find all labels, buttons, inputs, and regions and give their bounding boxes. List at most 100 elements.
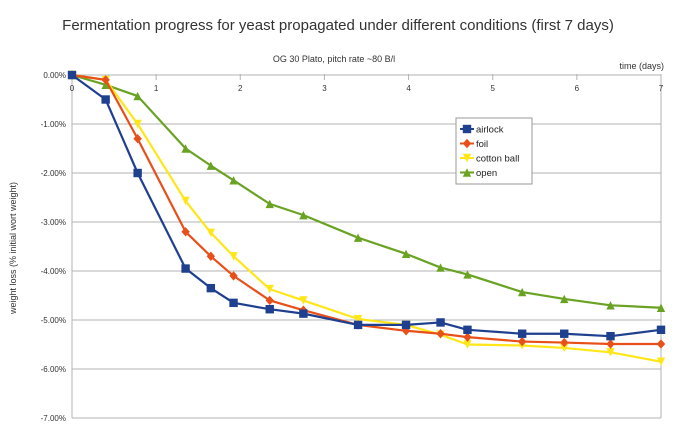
data-point xyxy=(101,80,110,89)
data-point xyxy=(606,331,615,341)
data-point xyxy=(353,320,363,330)
data-point xyxy=(606,301,615,310)
data-point xyxy=(229,252,238,261)
series-line xyxy=(71,73,661,346)
data-point xyxy=(229,271,238,281)
y-tick-label: 0.00% xyxy=(43,71,66,80)
x-tick-label: 2 xyxy=(238,84,243,93)
y-tick-labels: 0.00% -1.00% -2.00% -3.00% -4.00% -5.00% -6.00… xyxy=(41,71,66,423)
series-line xyxy=(71,74,662,338)
data-point xyxy=(560,343,569,353)
data-point xyxy=(463,270,472,279)
legend-marker xyxy=(462,138,472,149)
y-tick-label: -3.00% xyxy=(41,218,66,227)
data-point xyxy=(265,199,274,209)
data-point xyxy=(181,196,190,206)
data-point xyxy=(229,298,238,308)
data-point xyxy=(101,75,110,85)
data-point xyxy=(133,119,142,129)
x-tick-label: 7 xyxy=(659,84,664,93)
legend-item: airlock xyxy=(460,125,504,136)
data-point xyxy=(517,287,527,297)
data-point xyxy=(463,340,472,349)
x-axis-label: time (days) xyxy=(619,61,664,71)
series-cotton-ball xyxy=(67,70,666,366)
chart-subtitle: OG 30 Plato, pitch rate ~80 B/l xyxy=(273,54,395,64)
legend-marker xyxy=(462,124,472,134)
chart-title: Fermentation progress for yeast propagat… xyxy=(62,17,614,34)
data-point xyxy=(517,336,527,347)
data-point xyxy=(463,325,472,334)
x-tick-label: 0 xyxy=(70,84,75,93)
data-point xyxy=(353,314,363,324)
x-tick-label: 4 xyxy=(406,84,411,93)
series-foil xyxy=(67,70,666,349)
data-point xyxy=(133,91,142,101)
data-point xyxy=(606,348,615,357)
data-point xyxy=(656,303,666,312)
data-point xyxy=(560,337,569,348)
data-point xyxy=(436,329,445,339)
data-point xyxy=(353,233,363,242)
x-tick-label: 3 xyxy=(322,84,327,93)
legend-label: cotton ball xyxy=(476,154,519,165)
data-point xyxy=(436,318,445,327)
y-tick-label: -4.00% xyxy=(41,267,66,276)
data-point xyxy=(67,70,77,80)
series-airlock xyxy=(67,70,666,341)
data-point xyxy=(299,309,308,318)
legend: airlock foil cotton ball open xyxy=(455,117,533,185)
data-point xyxy=(133,168,142,178)
legend-marker xyxy=(462,153,472,163)
x-tick-label: 6 xyxy=(575,84,580,93)
grid-lines xyxy=(72,74,661,419)
data-point xyxy=(206,251,216,261)
data-point xyxy=(206,161,216,170)
legend-label: foil xyxy=(476,139,488,150)
data-point xyxy=(229,176,238,185)
data-point xyxy=(181,264,190,273)
data-point xyxy=(656,339,666,349)
series-open xyxy=(67,70,666,312)
y-tick-label: -6.00% xyxy=(41,365,66,374)
axes xyxy=(71,74,662,418)
x-tick-label: 1 xyxy=(154,84,159,93)
data-point xyxy=(606,339,615,349)
data-point xyxy=(560,294,569,304)
series-line xyxy=(71,73,662,363)
y-axis-label: weight loss (% initial wort weight) xyxy=(8,182,18,315)
legend-item: foil xyxy=(460,138,488,150)
data-point xyxy=(265,284,274,294)
data-point xyxy=(656,325,666,334)
data-point xyxy=(299,210,308,220)
x-tick-labels: 0 1 2 3 4 5 6 7 xyxy=(70,84,664,93)
legend-item: cotton ball xyxy=(460,154,519,165)
data-point xyxy=(560,329,569,338)
data-point xyxy=(101,95,110,104)
data-point xyxy=(401,249,411,259)
series-line xyxy=(71,73,662,309)
data-point xyxy=(206,228,216,237)
legend-label: open xyxy=(476,168,497,179)
data-point xyxy=(206,283,216,293)
data-point xyxy=(517,329,527,338)
data-point xyxy=(401,320,411,330)
y-tick-label: -5.00% xyxy=(41,316,66,325)
y-tick-label: -2.00% xyxy=(41,169,66,178)
y-tick-label: -1.00% xyxy=(41,120,66,129)
legend-label: airlock xyxy=(476,125,504,136)
data-point xyxy=(463,332,472,342)
data-point xyxy=(436,263,445,272)
data-point xyxy=(133,134,142,144)
data-point xyxy=(299,296,308,305)
legend-item: open xyxy=(460,168,497,179)
data-point xyxy=(265,295,274,306)
data-point xyxy=(181,227,190,237)
series-group xyxy=(67,70,666,366)
data-point xyxy=(265,305,274,314)
x-tick-label: 5 xyxy=(490,84,495,93)
y-tick-label: -7.00% xyxy=(41,414,66,423)
data-point xyxy=(656,357,666,366)
